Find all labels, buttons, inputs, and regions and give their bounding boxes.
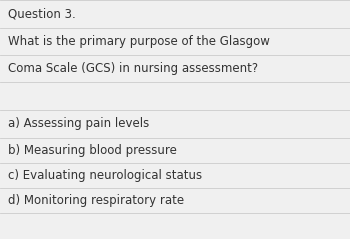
Text: d) Monitoring respiratory rate: d) Monitoring respiratory rate (8, 194, 184, 207)
Text: a) Assessing pain levels: a) Assessing pain levels (8, 118, 149, 130)
Text: b) Measuring blood pressure: b) Measuring blood pressure (8, 144, 177, 157)
Text: Question 3.: Question 3. (8, 7, 76, 21)
Text: Coma Scale (GCS) in nursing assessment?: Coma Scale (GCS) in nursing assessment? (8, 62, 258, 75)
Text: What is the primary purpose of the Glasgow: What is the primary purpose of the Glasg… (8, 35, 270, 48)
Text: c) Evaluating neurological status: c) Evaluating neurological status (8, 169, 202, 182)
